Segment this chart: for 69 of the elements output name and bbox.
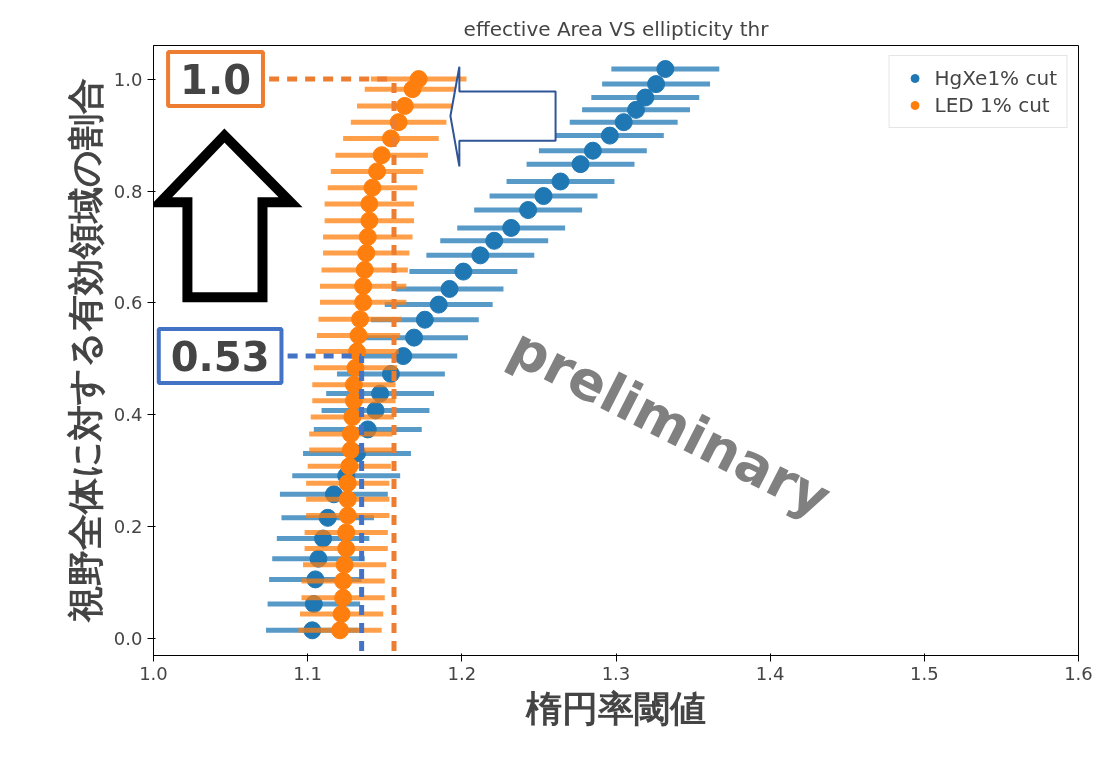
point [337, 539, 356, 558]
point [627, 100, 646, 119]
y-tick-label: 0.2 [113, 516, 143, 538]
point [340, 457, 359, 476]
point [409, 70, 428, 89]
point [341, 424, 360, 443]
point [440, 279, 459, 298]
point [360, 194, 379, 213]
point [351, 310, 370, 329]
x-tick-label: 1.1 [293, 662, 322, 684]
point [534, 187, 553, 206]
point [519, 201, 538, 220]
point [551, 172, 570, 191]
y-tick-label: 1.0 [113, 68, 143, 90]
y-tick-label: 0.0 [113, 628, 143, 650]
legend-label: HgXe1% cut [934, 66, 1057, 90]
point [331, 621, 350, 640]
y-tick-label: 0.4 [113, 404, 143, 426]
point [429, 295, 448, 314]
point [354, 293, 373, 312]
point [338, 474, 357, 493]
y-tick-label: 0.6 [113, 292, 143, 314]
point [395, 96, 414, 115]
point [354, 277, 373, 296]
point [355, 260, 374, 279]
point [502, 218, 521, 237]
x-tick-label: 1.5 [910, 662, 939, 684]
x-tick-label: 1.4 [755, 662, 785, 684]
x-axis-title: 楕円率閾値 [525, 687, 706, 729]
point [583, 141, 602, 160]
point [335, 555, 354, 574]
chart-title: effective Area VS ellipticity thr [463, 16, 770, 41]
point [571, 155, 590, 174]
point [338, 506, 357, 525]
point [358, 227, 377, 246]
point [363, 178, 382, 197]
point [647, 75, 666, 94]
point [344, 375, 363, 394]
point [343, 408, 362, 427]
point [357, 244, 376, 263]
legend-label: LED 1% cut [934, 93, 1050, 117]
point [341, 441, 360, 460]
annotation: 1.0 [180, 57, 251, 104]
point [485, 231, 504, 250]
point [368, 162, 387, 181]
point [656, 60, 675, 78]
y-axis-title: 視野全体に対する有効領域の割合 [64, 78, 106, 624]
point [415, 310, 434, 329]
point [600, 126, 619, 145]
point [471, 246, 490, 265]
x-tick-label: 1.3 [601, 662, 631, 684]
point [332, 605, 351, 624]
point [338, 490, 357, 509]
point [349, 326, 368, 345]
point [405, 328, 424, 347]
point [454, 262, 473, 281]
x-tick-label: 1.2 [447, 662, 477, 684]
annotation: 0.53 [170, 334, 270, 381]
point [344, 391, 363, 410]
point [360, 211, 379, 230]
x-tick-label: 1.0 [139, 662, 168, 684]
y-tick-label: 0.8 [113, 180, 143, 202]
point [334, 588, 353, 607]
point [636, 88, 655, 107]
point [614, 113, 633, 132]
x-tick-label: 1.6 [1064, 662, 1093, 684]
point [334, 572, 353, 591]
point [337, 523, 356, 542]
point [372, 146, 391, 165]
